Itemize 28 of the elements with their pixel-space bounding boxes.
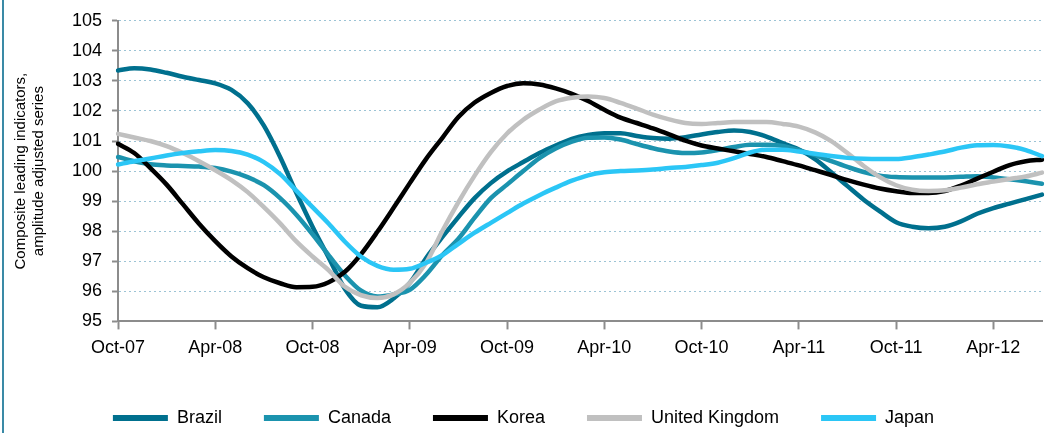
legend-label: Canada (327, 406, 392, 427)
x-tick-label: Oct-09 (480, 337, 535, 358)
y-tick-label: 100 (71, 160, 102, 181)
x-tick-label: Oct-07 (90, 337, 146, 358)
y-tick-label: 99 (81, 190, 102, 211)
legend-label: Brazil (176, 406, 222, 427)
x-tick-label: Oct-08 (285, 337, 340, 358)
x-tick-label: Apr-12 (966, 337, 1021, 358)
line-series (115, 142, 1045, 272)
legend-label: Korea (496, 406, 546, 427)
x-tick-label: Apr-11 (772, 337, 826, 358)
y-tick-label: 101 (71, 130, 102, 151)
x-tick-label: Apr-10 (577, 337, 632, 358)
y-tick-label: 103 (71, 69, 102, 90)
y-axis-title: Composite leading indicators, amplitude adjusted series (11, 72, 47, 270)
x-tick-label: Oct-10 (674, 337, 729, 358)
x-tick-label: Apr-08 (188, 337, 243, 358)
y-tick-label: 95 (81, 310, 102, 331)
y-tick-label: 105 (71, 9, 102, 30)
x-tick-label: Apr-09 (382, 337, 437, 358)
y-tick-label: 97 (81, 250, 102, 271)
y-tick-label: 96 (81, 280, 102, 301)
legend-label: Japan (885, 406, 935, 427)
legend-label: United Kingdom (650, 406, 780, 427)
y-tick-label: 102 (71, 99, 102, 120)
x-tick-label: Oct-11 (869, 337, 923, 358)
y-tick-label: 98 (81, 220, 102, 241)
y-tick-label: 104 (71, 39, 102, 60)
